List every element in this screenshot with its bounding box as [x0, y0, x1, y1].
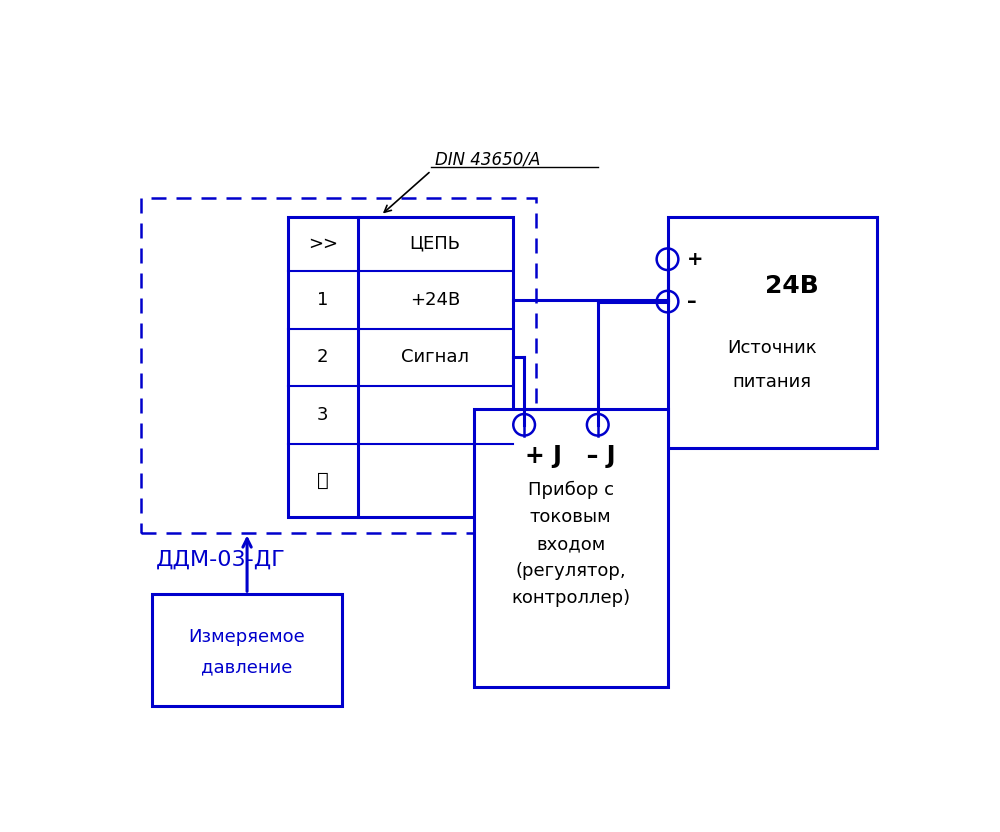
Text: 1: 1 [317, 290, 328, 309]
Text: питания: питания [733, 374, 812, 391]
Text: 24В: 24В [765, 275, 818, 298]
Text: 3: 3 [317, 406, 328, 424]
Text: Источник: Источник [727, 339, 817, 357]
Text: Измеряемое: Измеряемое [189, 627, 305, 646]
Text: 2: 2 [317, 349, 328, 366]
Text: +: + [687, 250, 703, 269]
Bar [474, 409, 668, 686]
Text: –: – [687, 292, 696, 311]
Text: Прибор с: Прибор с [528, 481, 614, 499]
Bar [668, 217, 877, 448]
Text: ЦЕПЬ: ЦЕПЬ [410, 235, 460, 253]
Text: входом: входом [536, 535, 605, 553]
Text: ДДМ-03-ДГ: ДДМ-03-ДГ [156, 549, 286, 570]
Text: (регулятор,: (регулятор, [515, 562, 626, 580]
Bar [288, 217, 512, 518]
Text: DIN 43650/A: DIN 43650/A [435, 150, 540, 168]
Bar [140, 198, 536, 532]
Text: контроллер): контроллер) [511, 589, 630, 607]
Text: +24В: +24В [410, 290, 460, 309]
Text: давление: давление [201, 658, 293, 676]
Text: >>: >> [308, 235, 338, 253]
Text: Сигнал: Сигнал [401, 349, 469, 366]
Text: ⏚: ⏚ [317, 471, 328, 490]
Text: + J   – J: + J – J [525, 443, 616, 468]
Bar [152, 594, 342, 706]
Text: токовым: токовым [530, 508, 611, 526]
